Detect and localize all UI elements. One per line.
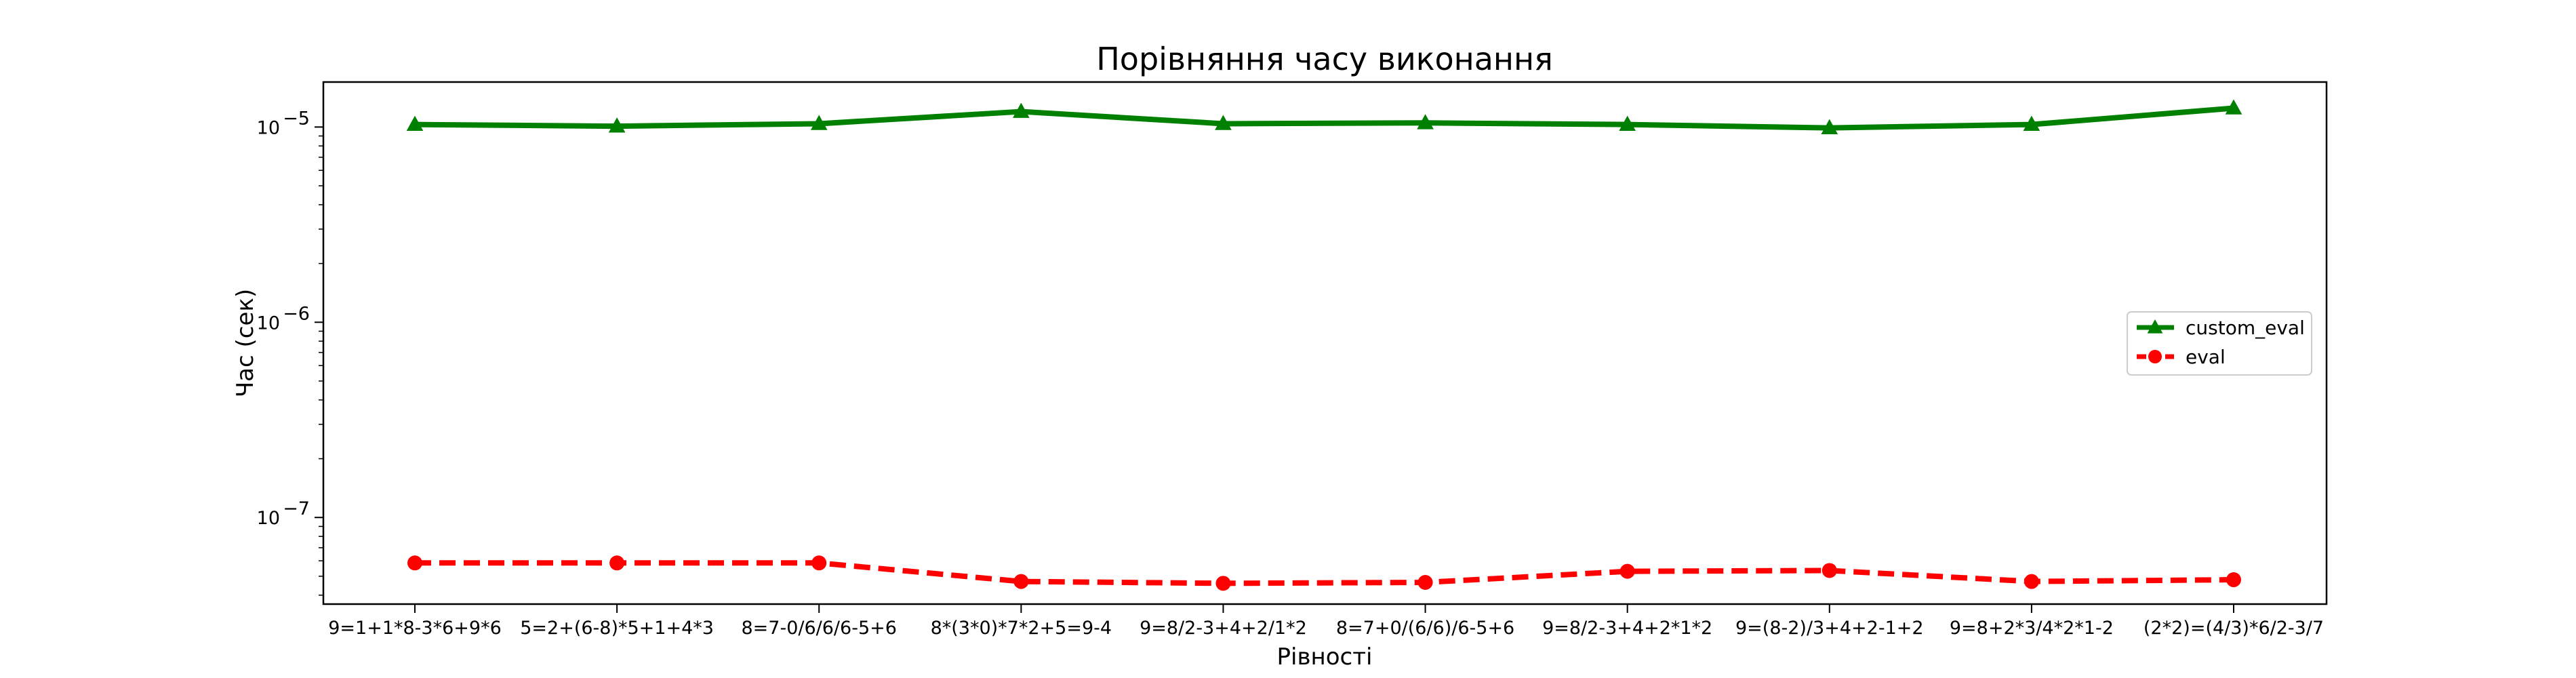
legend-custom-eval-marker <box>2147 319 2163 334</box>
series-eval-point <box>407 555 422 571</box>
series-custom_eval-point <box>2023 115 2040 132</box>
y-tick-label: 10 <box>257 508 280 529</box>
series-eval-point <box>1619 563 1635 579</box>
chart-title: Порівняння часу виконання <box>1096 41 1553 77</box>
y-tick-exponent: −5 <box>283 108 310 129</box>
legend-eval-marker <box>2148 350 2162 363</box>
series-eval-line <box>415 560 2234 586</box>
series-eval-point <box>1215 576 1231 591</box>
x-tick-label: 9=8/2-3+4+2/1*2 <box>1140 618 1307 639</box>
series-eval-point <box>609 555 625 571</box>
series-custom_eval-point <box>1619 115 1636 132</box>
x-tick-label: 8=7+0/(6/6)/6-5+6 <box>1336 618 1514 639</box>
x-tick-label: 9=(8-2)/3+4+2-1+2 <box>1735 618 1924 639</box>
series-eval-point <box>1822 563 1837 578</box>
series-eval-point <box>1013 574 1029 589</box>
y-axis: 10−710−610−5 <box>257 108 323 596</box>
y-tick-label: 10 <box>257 117 280 138</box>
plot-area-frame <box>322 81 2328 605</box>
legend-custom-eval-label: custom_eval <box>2186 317 2305 339</box>
x-tick-label: 9=8+2*3/4*2*1-2 <box>1950 618 2114 639</box>
y-tick-label: 10 <box>257 313 280 334</box>
y-tick-exponent: −6 <box>283 303 310 324</box>
series-eval-point <box>1417 574 1433 590</box>
x-tick-label: (2*2)=(4/3)*6/2-3/7 <box>2144 618 2324 639</box>
x-tick-label: 5=2+(6-8)*5+1+4*3 <box>520 618 714 639</box>
series-custom_eval-point <box>1215 115 1232 130</box>
y-axis-title: Час (сек) <box>232 289 259 397</box>
x-axis-title: Рівності <box>1277 643 1373 671</box>
series-custom_eval-point <box>1417 114 1434 129</box>
series-custom_eval-line <box>414 105 2234 131</box>
x-tick-label: 8=7-0/6/6/6-5+6 <box>741 618 896 639</box>
y-tick-exponent: −7 <box>283 498 310 519</box>
x-tick-label: 8*(3*0)*7*2+5=9-4 <box>931 618 1112 639</box>
x-tick-label: 9=8/2-3+4+2*1*2 <box>1542 618 1712 639</box>
series-eval-point <box>811 555 827 571</box>
x-tick-label: 9=1+1*8-3*6+9*6 <box>328 618 502 639</box>
series-custom_eval-point <box>608 117 626 133</box>
series-custom_eval-point <box>810 115 828 130</box>
series-custom_eval-point <box>1012 102 1030 118</box>
series-custom_eval-point <box>1821 119 1838 134</box>
legend: custom_eval eval <box>2127 311 2312 376</box>
series-eval-point <box>2024 574 2039 589</box>
x-axis: 9=1+1*8-3*6+9*6 5=2+(6-8)*5+1+4*3 8=7-0/6/… <box>328 604 2324 639</box>
series-eval-point <box>2226 572 2241 588</box>
series-custom_eval-point <box>406 115 424 132</box>
legend-eval-label: eval <box>2186 346 2226 368</box>
series-layer <box>406 99 2242 591</box>
series-custom_eval-point <box>2225 99 2242 115</box>
